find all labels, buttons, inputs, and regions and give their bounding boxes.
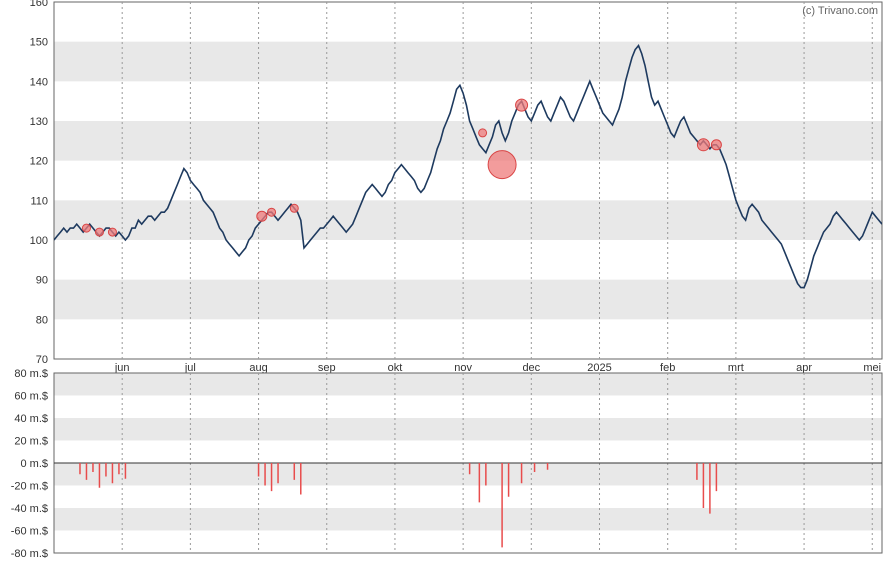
price-band xyxy=(54,200,882,240)
vol-bar xyxy=(521,463,523,483)
trade-marker xyxy=(82,224,90,232)
vol-bar xyxy=(485,463,487,486)
vol-bar xyxy=(696,463,698,480)
vol-bar xyxy=(105,463,107,477)
price-ytick: 130 xyxy=(30,116,48,128)
x-tick-label: feb xyxy=(660,362,675,374)
vol-band xyxy=(54,508,882,531)
x-tick-label: dec xyxy=(522,362,540,374)
vol-bar xyxy=(118,463,120,474)
trade-marker xyxy=(697,139,709,151)
price-band xyxy=(54,42,882,82)
vol-band xyxy=(54,373,882,396)
price-ytick: 100 xyxy=(30,235,48,247)
price-line xyxy=(54,46,882,288)
trade-marker xyxy=(268,208,276,216)
vol-bar xyxy=(501,463,503,547)
vol-bar xyxy=(112,463,114,483)
vol-ytick: -80 m.$ xyxy=(11,548,48,560)
x-tick-label: 2025 xyxy=(587,362,611,374)
price-ytick: 120 xyxy=(30,156,48,168)
vol-ytick: 80 m.$ xyxy=(14,368,48,380)
vol-ytick: 0 m.$ xyxy=(20,458,48,470)
vol-bar xyxy=(125,463,127,479)
vol-bar xyxy=(99,463,101,488)
price-ytick: 80 xyxy=(36,314,48,326)
vol-bar xyxy=(79,463,81,474)
vol-bar xyxy=(709,463,711,514)
vol-bar xyxy=(271,463,273,491)
vol-bar xyxy=(534,463,536,472)
watermark: (c) Trivano.com xyxy=(802,5,878,17)
trade-marker xyxy=(516,99,528,111)
trade-marker xyxy=(488,151,516,179)
vol-bar xyxy=(92,463,94,472)
x-tick-label: mrt xyxy=(728,362,744,374)
x-tick-label: sep xyxy=(318,362,336,374)
vol-bar xyxy=(508,463,510,497)
vol-ytick: -40 m.$ xyxy=(11,503,48,515)
stock-chart-container: 70 80 90 100 110 120 130 140 150 160 jun jul aug sep o… xyxy=(0,0,888,565)
price-band xyxy=(54,121,882,161)
vol-ytick: 40 m.$ xyxy=(14,413,48,425)
vol-bar xyxy=(716,463,718,491)
trade-marker xyxy=(108,228,116,236)
vol-bar xyxy=(703,463,705,508)
vol-bar xyxy=(258,463,260,477)
price-ytick: 150 xyxy=(30,37,48,49)
vol-bar xyxy=(294,463,296,480)
trade-marker xyxy=(479,129,487,137)
vol-bar xyxy=(469,463,471,474)
x-tick-label: aug xyxy=(249,362,267,374)
vol-bar xyxy=(264,463,266,486)
price-ytick: 160 xyxy=(30,0,48,9)
price-ytick: 140 xyxy=(30,76,48,88)
vol-bar xyxy=(86,463,88,480)
trade-marker xyxy=(711,140,721,150)
price-ytick: 90 xyxy=(36,275,48,287)
trade-marker xyxy=(257,211,267,221)
vol-ytick: 60 m.$ xyxy=(14,391,48,403)
volume-panel: -80 m.$ -60 m.$ -40 m.$ -20 m.$ 0 m.$ 20 m.$ 4… xyxy=(11,368,882,560)
price-band xyxy=(54,280,882,320)
vol-band xyxy=(54,463,882,486)
x-tick-label: mei xyxy=(863,362,881,374)
vol-ytick: 20 m.$ xyxy=(14,436,48,448)
x-tick-label: jun xyxy=(114,362,130,374)
vol-bar xyxy=(277,463,279,483)
price-ytick: 70 xyxy=(36,354,48,366)
vol-bar xyxy=(300,463,302,495)
vol-bar xyxy=(547,463,549,470)
x-tick-label: nov xyxy=(454,362,472,374)
trade-marker xyxy=(290,204,298,212)
vol-ytick: -60 m.$ xyxy=(11,526,48,538)
chart-svg: 70 80 90 100 110 120 130 140 150 160 jun jul aug sep o… xyxy=(0,0,888,565)
trade-marker xyxy=(95,228,103,236)
price-ytick: 110 xyxy=(30,195,48,207)
x-tick-label: apr xyxy=(796,362,812,374)
vol-band xyxy=(54,418,882,441)
x-tick-label: okt xyxy=(388,362,403,374)
price-panel: 70 80 90 100 110 120 130 140 150 160 jun jul aug sep o… xyxy=(30,0,882,374)
vol-ytick: -20 m.$ xyxy=(11,481,48,493)
vol-bar xyxy=(479,463,481,502)
x-tick-label: jul xyxy=(184,362,196,374)
